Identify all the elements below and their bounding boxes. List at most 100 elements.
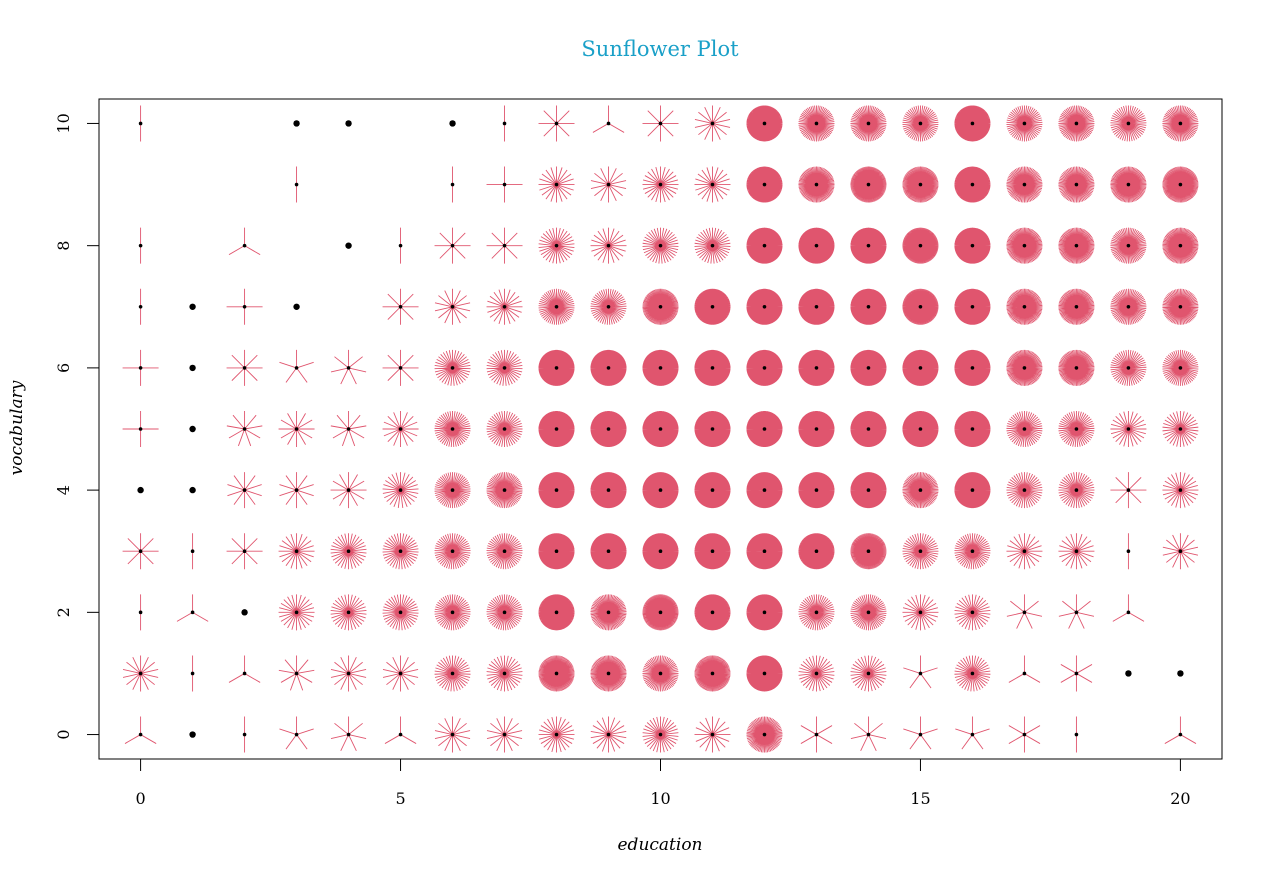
sunflower-point — [902, 594, 939, 631]
sunflower-point — [189, 303, 196, 310]
sunflower-center — [970, 549, 975, 554]
sunflower-point — [798, 349, 835, 386]
sunflower-point — [226, 411, 263, 447]
sunflower-center — [502, 366, 507, 370]
sunflower-petals — [1008, 716, 1041, 753]
sunflower-petals — [279, 349, 314, 383]
sunflower-center — [398, 610, 403, 615]
sunflower-petals — [694, 349, 731, 386]
sunflower-center — [1074, 427, 1079, 431]
sunflower-center — [398, 732, 403, 737]
sunflower-point — [278, 594, 315, 631]
sunflower-center — [554, 732, 559, 737]
sunflower-petals — [800, 716, 833, 753]
sunflower-point — [590, 594, 627, 631]
sunflower-petals — [850, 411, 887, 447]
sunflower-point — [850, 166, 887, 203]
sunflower-center — [762, 732, 767, 737]
sunflower-center — [866, 304, 871, 309]
sunflower-petals — [1162, 105, 1199, 142]
sunflower-petals — [330, 533, 367, 570]
sunflower-petals — [590, 227, 627, 264]
sunflower-petals — [694, 105, 731, 142]
sunflower-petals — [382, 411, 419, 447]
sunflower-petals — [694, 533, 731, 570]
sunflower-center — [1074, 121, 1079, 126]
sunflower-petals — [434, 533, 471, 570]
sunflower-petals — [278, 594, 315, 631]
sunflower-center — [1126, 366, 1131, 370]
sunflower-center — [242, 366, 247, 370]
sunflower-petals — [746, 472, 783, 509]
sunflower-point — [1058, 533, 1095, 570]
sunflower-point — [1058, 105, 1095, 142]
sunflower-petals — [538, 472, 575, 509]
sunflower-point — [694, 166, 731, 203]
x-tick-label: 0 — [135, 789, 145, 808]
sunflower-petals — [954, 349, 991, 386]
sunflower-petals — [330, 349, 367, 385]
sunflower-petals — [850, 716, 887, 751]
sunflower-point — [1060, 655, 1093, 692]
sunflower-petals — [538, 411, 575, 447]
sunflower-center — [762, 182, 767, 187]
sunflower-point — [1162, 288, 1199, 325]
sunflower-point — [694, 472, 731, 509]
sunflower-center — [918, 427, 923, 431]
sunflower-petals — [434, 349, 471, 386]
sunflower-center — [762, 610, 767, 615]
sunflower-point — [954, 594, 991, 631]
sunflower-petals — [538, 594, 575, 631]
sunflower-point — [124, 716, 157, 744]
sunflower-point — [330, 349, 367, 385]
sunflower-petals — [694, 716, 731, 753]
sunflower-point — [590, 411, 627, 447]
sunflower-center — [762, 427, 767, 431]
sunflower-center — [242, 488, 247, 492]
sunflower-petals — [1162, 349, 1199, 386]
sunflower-point — [798, 533, 835, 570]
sunflower-point — [1162, 472, 1199, 509]
sunflower-point — [279, 349, 314, 383]
sunflower-petals — [590, 288, 627, 325]
sunflower-petals — [122, 411, 159, 447]
sunflower-petals — [538, 533, 575, 570]
sunflower-point — [642, 533, 679, 570]
sunflower-petals — [642, 655, 679, 692]
sunflower-point — [1008, 716, 1041, 753]
sunflower-point — [538, 288, 575, 325]
sunflower-petals — [902, 288, 939, 325]
sunflower-point — [538, 166, 575, 203]
sunflower-center — [450, 610, 455, 615]
sunflower-center — [242, 732, 247, 737]
sunflower-petals — [486, 288, 523, 325]
single-point — [189, 731, 196, 738]
sunflower-petals — [694, 594, 731, 631]
sunflower-petals — [226, 349, 263, 386]
sunflower-center — [710, 488, 715, 492]
sunflower-center — [190, 671, 195, 676]
sunflower-point — [746, 411, 783, 447]
sunflower-petals — [642, 533, 679, 570]
sunflower-center — [606, 610, 611, 615]
sunflower-center — [606, 549, 611, 554]
sunflower-center — [502, 427, 507, 431]
sunflower-point — [382, 472, 419, 509]
sunflower-petals — [590, 349, 627, 386]
sunflower-point — [642, 105, 679, 142]
sunflower-center — [242, 671, 247, 676]
sunflower-petals — [538, 166, 575, 203]
sunflower-center — [398, 488, 403, 492]
sunflower-point — [189, 731, 196, 738]
sunflower-center — [450, 304, 455, 309]
sunflower-point — [902, 288, 939, 325]
sunflower-point — [1074, 716, 1079, 753]
sunflower-point — [694, 533, 731, 570]
sunflower-point — [798, 288, 835, 325]
sunflower-point — [538, 105, 575, 142]
chart-title: Sunflower Plot — [581, 37, 739, 61]
sunflower-petals — [954, 288, 991, 325]
sunflower-center — [554, 121, 559, 126]
sunflower-point — [226, 349, 263, 386]
sunflower-center — [1126, 121, 1131, 126]
